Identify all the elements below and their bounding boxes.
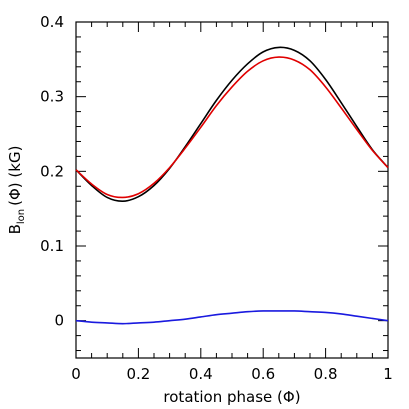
y-tick-label: 0.3 (40, 88, 64, 106)
x-tick-label: 0.6 (251, 365, 275, 383)
series-lines (75, 46, 389, 325)
y-tick-label: 0.1 (40, 237, 64, 255)
tick-labels: 0 0.2 0.4 0.6 0.8 1 0 0.1 0.2 0.3 0.4 (40, 13, 393, 383)
series-black-line (75, 46, 389, 203)
y-tick-label: 0.2 (40, 162, 64, 180)
tick-marks (75, 21, 389, 358)
series-blue-line (75, 310, 389, 325)
x-axis-title: rotation phase (Φ) (163, 388, 300, 406)
x-tick-label: 0.4 (189, 365, 213, 383)
x-tick-label: 0.2 (126, 365, 150, 383)
y-axis-title-main: B (6, 224, 24, 234)
x-tick-label: 0.8 (314, 365, 338, 383)
series-red-line (75, 56, 389, 199)
y-axis-title: Blon (Φ) (kG) (6, 146, 27, 235)
y-tick-label: 0.4 (40, 13, 64, 31)
x-tick-label: 0 (71, 365, 81, 383)
plot-frame-group (75, 21, 389, 359)
x-tick-label: 1 (383, 365, 393, 383)
plot-frame (75, 21, 389, 359)
y-axis-title-rest: (Φ) (kG) (6, 146, 24, 206)
y-tick-label: 0 (54, 312, 64, 330)
y-axis-title-sub: lon (16, 209, 27, 224)
